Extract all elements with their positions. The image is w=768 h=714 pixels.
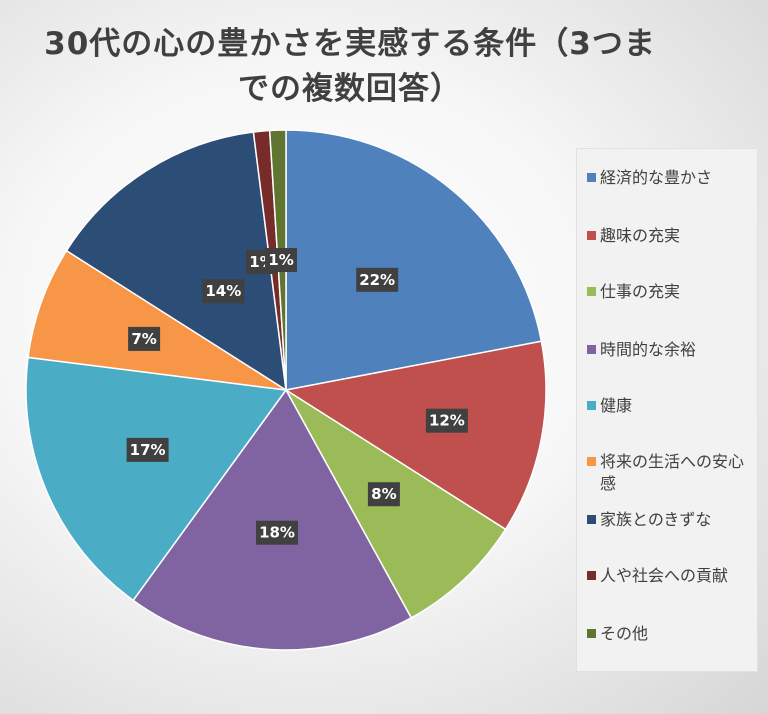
data-label-box xyxy=(126,437,169,462)
legend-swatch xyxy=(587,173,596,182)
legend-swatch xyxy=(587,457,596,466)
data-label-economic: 22% xyxy=(356,267,399,292)
legend-label: 家族とのきずな xyxy=(600,510,712,529)
data-label-text: 22% xyxy=(359,271,395,289)
data-label-box xyxy=(128,326,161,351)
legend-label: 将来の生活への安心感 xyxy=(600,452,745,493)
data-label-time: 18% xyxy=(256,520,299,545)
data-label-text: 12% xyxy=(429,412,465,430)
pie-slice-hobby xyxy=(283,340,547,531)
pie-slice-future-security xyxy=(27,249,287,391)
chart-title: 30代の心の豊かさを実感する条件（3つまでの複数回答） xyxy=(44,26,656,107)
legend-swatch xyxy=(587,401,596,410)
data-label-future-security: 7% xyxy=(128,326,161,351)
data-label-hobby: 12% xyxy=(425,408,468,433)
pie-slice-health xyxy=(25,356,288,602)
legend-swatch xyxy=(587,515,596,524)
legend-swatch xyxy=(587,345,596,354)
legend-swatch xyxy=(587,231,596,240)
legend-label: 経済的な豊かさ xyxy=(600,168,713,187)
data-label-box xyxy=(256,520,299,545)
legend-swatch xyxy=(587,287,596,296)
data-label-text: 1% xyxy=(268,251,293,269)
legend-label: 時間的な余裕 xyxy=(600,340,697,359)
data-label-work: 8% xyxy=(367,482,400,507)
pie-slice-family xyxy=(65,131,287,392)
pie-slice-time xyxy=(132,388,413,651)
data-label-box xyxy=(356,267,399,292)
legend: 経済的な豊かさ 趣味の充実仕事の充実時間的な余裕 健康将来の生活への安心感家族とのき… xyxy=(576,148,758,672)
data-label-box xyxy=(265,248,297,272)
data-label-family: 14% xyxy=(202,279,245,304)
legend-label: その他 xyxy=(600,624,649,643)
legend-label: 趣味の充実 xyxy=(600,226,681,245)
data-label-text: 14% xyxy=(205,282,241,300)
pie-slice-economic xyxy=(285,129,543,391)
data-label-box xyxy=(202,279,245,304)
data-label-box xyxy=(425,408,468,433)
legend-swatch xyxy=(587,629,596,638)
legend-label: 健康 xyxy=(600,396,633,415)
legend-swatch xyxy=(587,571,596,580)
data-label-text: 17% xyxy=(130,441,166,459)
legend-label: 仕事の充実 xyxy=(600,282,681,301)
data-label-text: 18% xyxy=(259,524,295,542)
legend-label: 人や社会への貢献 xyxy=(600,566,729,585)
data-label-box xyxy=(367,482,400,507)
data-label-text: 7% xyxy=(131,330,156,348)
data-label-other: 1% xyxy=(265,248,297,272)
data-label-text: 8% xyxy=(371,485,396,503)
data-label-health: 17% xyxy=(126,437,169,462)
